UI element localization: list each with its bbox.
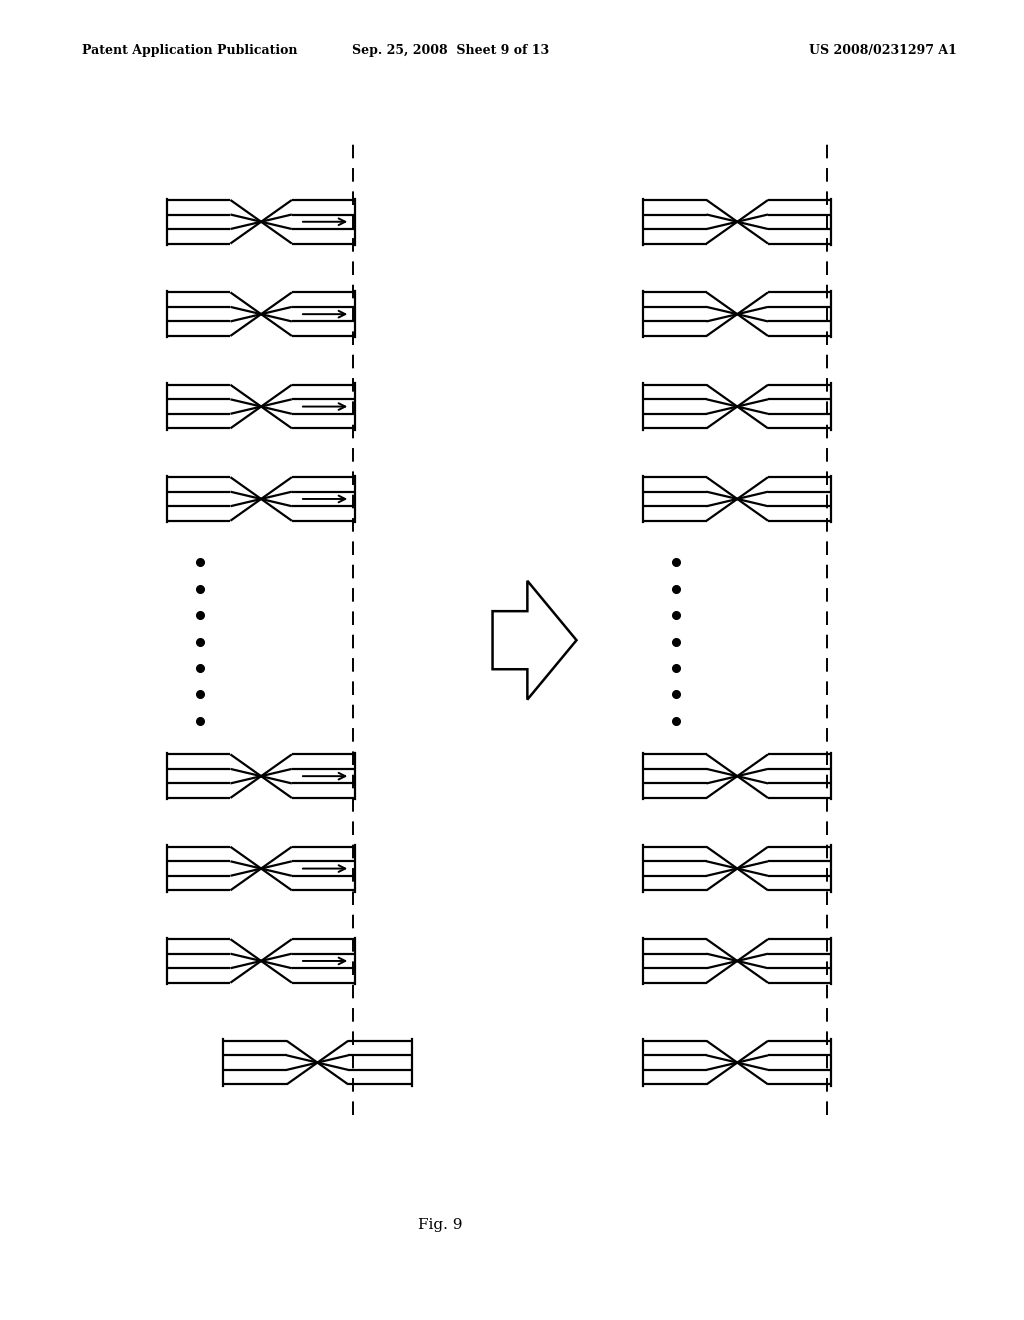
Text: Patent Application Publication: Patent Application Publication [82,44,297,57]
Text: Fig. 9: Fig. 9 [418,1218,463,1232]
Text: Sep. 25, 2008  Sheet 9 of 13: Sep. 25, 2008 Sheet 9 of 13 [352,44,549,57]
Text: US 2008/0231297 A1: US 2008/0231297 A1 [809,44,956,57]
Polygon shape [493,581,577,700]
